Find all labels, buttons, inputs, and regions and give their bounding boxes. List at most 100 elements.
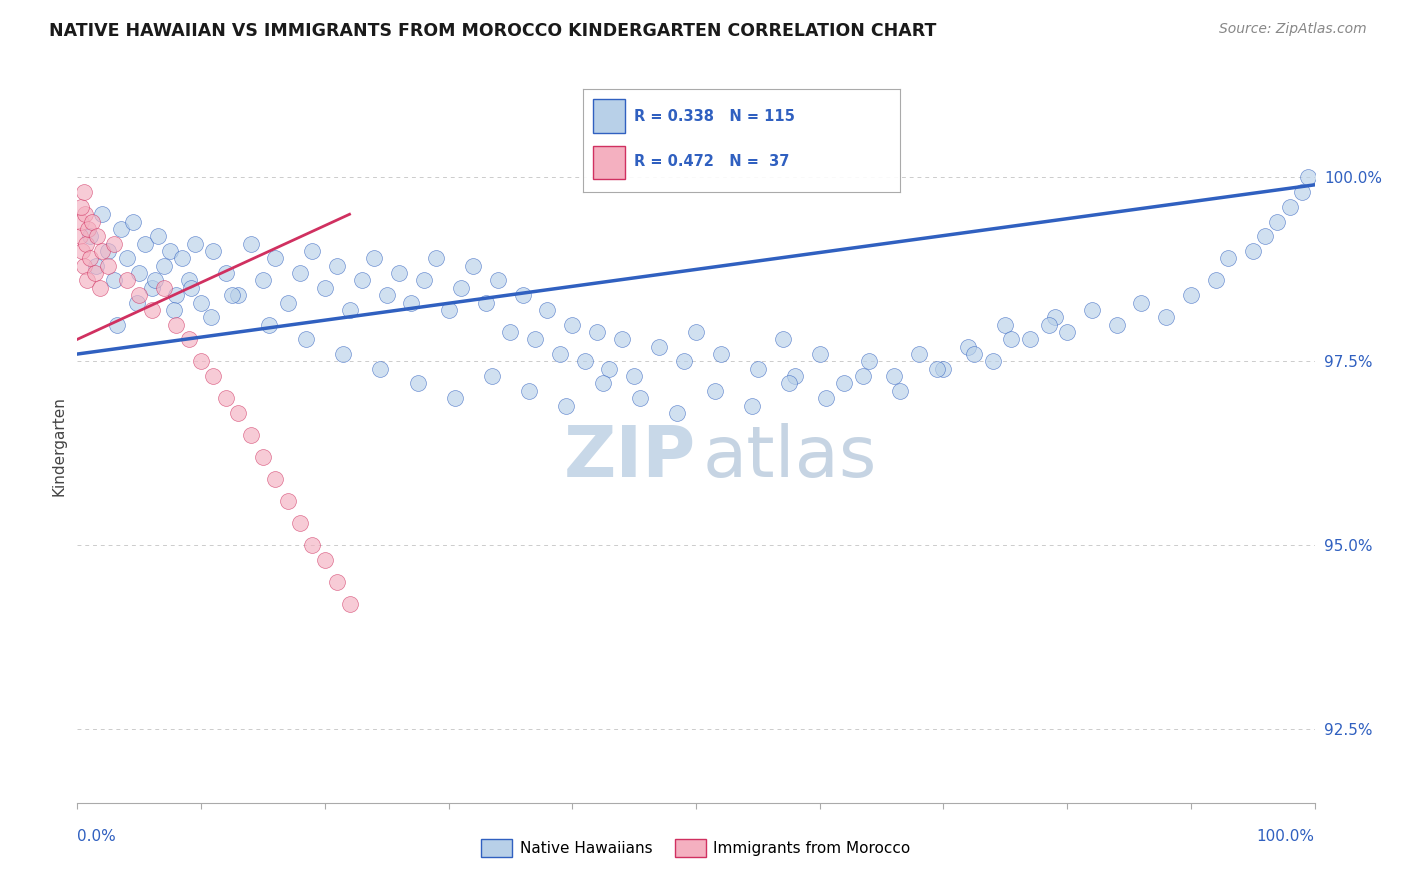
Point [778, 376, 800, 391]
Point [474, 295, 496, 310]
Text: atlas: atlas [702, 423, 876, 491]
Point [202, 369, 225, 384]
Point [103, 273, 125, 287]
Point [1267, 214, 1289, 228]
Point [76, 273, 98, 287]
Point [783, 369, 806, 384]
Point [70, 200, 93, 214]
Point [165, 288, 187, 302]
Point [481, 369, 503, 384]
Point [623, 369, 645, 384]
Point [172, 252, 194, 266]
Point [1278, 200, 1301, 214]
Point [326, 575, 349, 590]
Point [69, 229, 91, 244]
Text: 0.0%: 0.0% [77, 829, 117, 844]
Point [388, 266, 411, 280]
Point [425, 252, 447, 266]
Point [808, 347, 831, 361]
FancyBboxPatch shape [593, 145, 624, 179]
Point [1180, 288, 1202, 302]
Point [128, 288, 150, 302]
Point [1043, 310, 1066, 325]
Point [190, 354, 212, 368]
Point [339, 302, 361, 317]
Point [77, 222, 100, 236]
Point [628, 391, 651, 405]
Point [82, 214, 104, 228]
Point [79, 229, 101, 244]
Point [122, 214, 145, 228]
Point [1130, 295, 1153, 310]
Point [1038, 318, 1060, 332]
Point [1291, 185, 1313, 199]
Point [110, 222, 132, 236]
Point [288, 516, 311, 531]
Text: R = 0.338   N = 115: R = 0.338 N = 115 [634, 109, 794, 124]
Point [1019, 332, 1042, 346]
Point [72, 185, 94, 199]
Point [97, 259, 120, 273]
Point [1241, 244, 1264, 258]
Point [574, 354, 596, 368]
Point [406, 376, 429, 391]
Point [963, 347, 986, 361]
Point [143, 273, 166, 287]
Point [165, 318, 187, 332]
Point [1205, 273, 1227, 287]
Point [301, 244, 323, 258]
Text: ZIP: ZIP [564, 423, 696, 491]
Point [1216, 252, 1239, 266]
Point [91, 244, 114, 258]
Point [555, 399, 578, 413]
Point [332, 347, 354, 361]
Point [772, 332, 794, 346]
Point [277, 295, 299, 310]
Point [834, 376, 856, 391]
Point [72, 244, 94, 258]
Point [981, 354, 1004, 368]
Point [339, 597, 361, 611]
Point [1298, 170, 1320, 185]
Point [363, 252, 385, 266]
Point [350, 273, 373, 287]
Point [1056, 325, 1078, 339]
Point [252, 273, 274, 287]
Point [401, 295, 423, 310]
Point [301, 538, 323, 552]
Point [927, 361, 949, 376]
Point [75, 236, 97, 251]
Point [180, 281, 202, 295]
Point [814, 391, 837, 405]
Point [141, 281, 163, 295]
Point [115, 273, 138, 287]
Point [1000, 332, 1022, 346]
Point [86, 229, 108, 244]
Point [741, 399, 763, 413]
Point [277, 494, 299, 508]
Point [858, 354, 880, 368]
Point [84, 259, 107, 273]
Point [710, 347, 733, 361]
Point [672, 354, 695, 368]
Point [1254, 229, 1277, 244]
Point [226, 406, 249, 420]
Y-axis label: Kindergarten: Kindergarten [51, 396, 66, 496]
Point [598, 361, 620, 376]
Point [221, 288, 243, 302]
Point [957, 340, 980, 354]
Point [295, 332, 318, 346]
Point [239, 428, 262, 442]
Point [548, 347, 571, 361]
Point [648, 340, 671, 354]
Point [314, 281, 336, 295]
Point [883, 369, 905, 384]
Point [264, 252, 287, 266]
Point [994, 318, 1017, 332]
Point [412, 273, 434, 287]
Point [91, 207, 114, 221]
Point [889, 384, 911, 398]
Point [314, 553, 336, 567]
Text: Source: ZipAtlas.com: Source: ZipAtlas.com [1219, 22, 1367, 37]
Point [177, 273, 200, 287]
